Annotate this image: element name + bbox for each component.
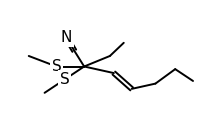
Text: S: S: [52, 59, 61, 74]
Text: N: N: [61, 30, 72, 45]
Text: S: S: [60, 72, 69, 87]
